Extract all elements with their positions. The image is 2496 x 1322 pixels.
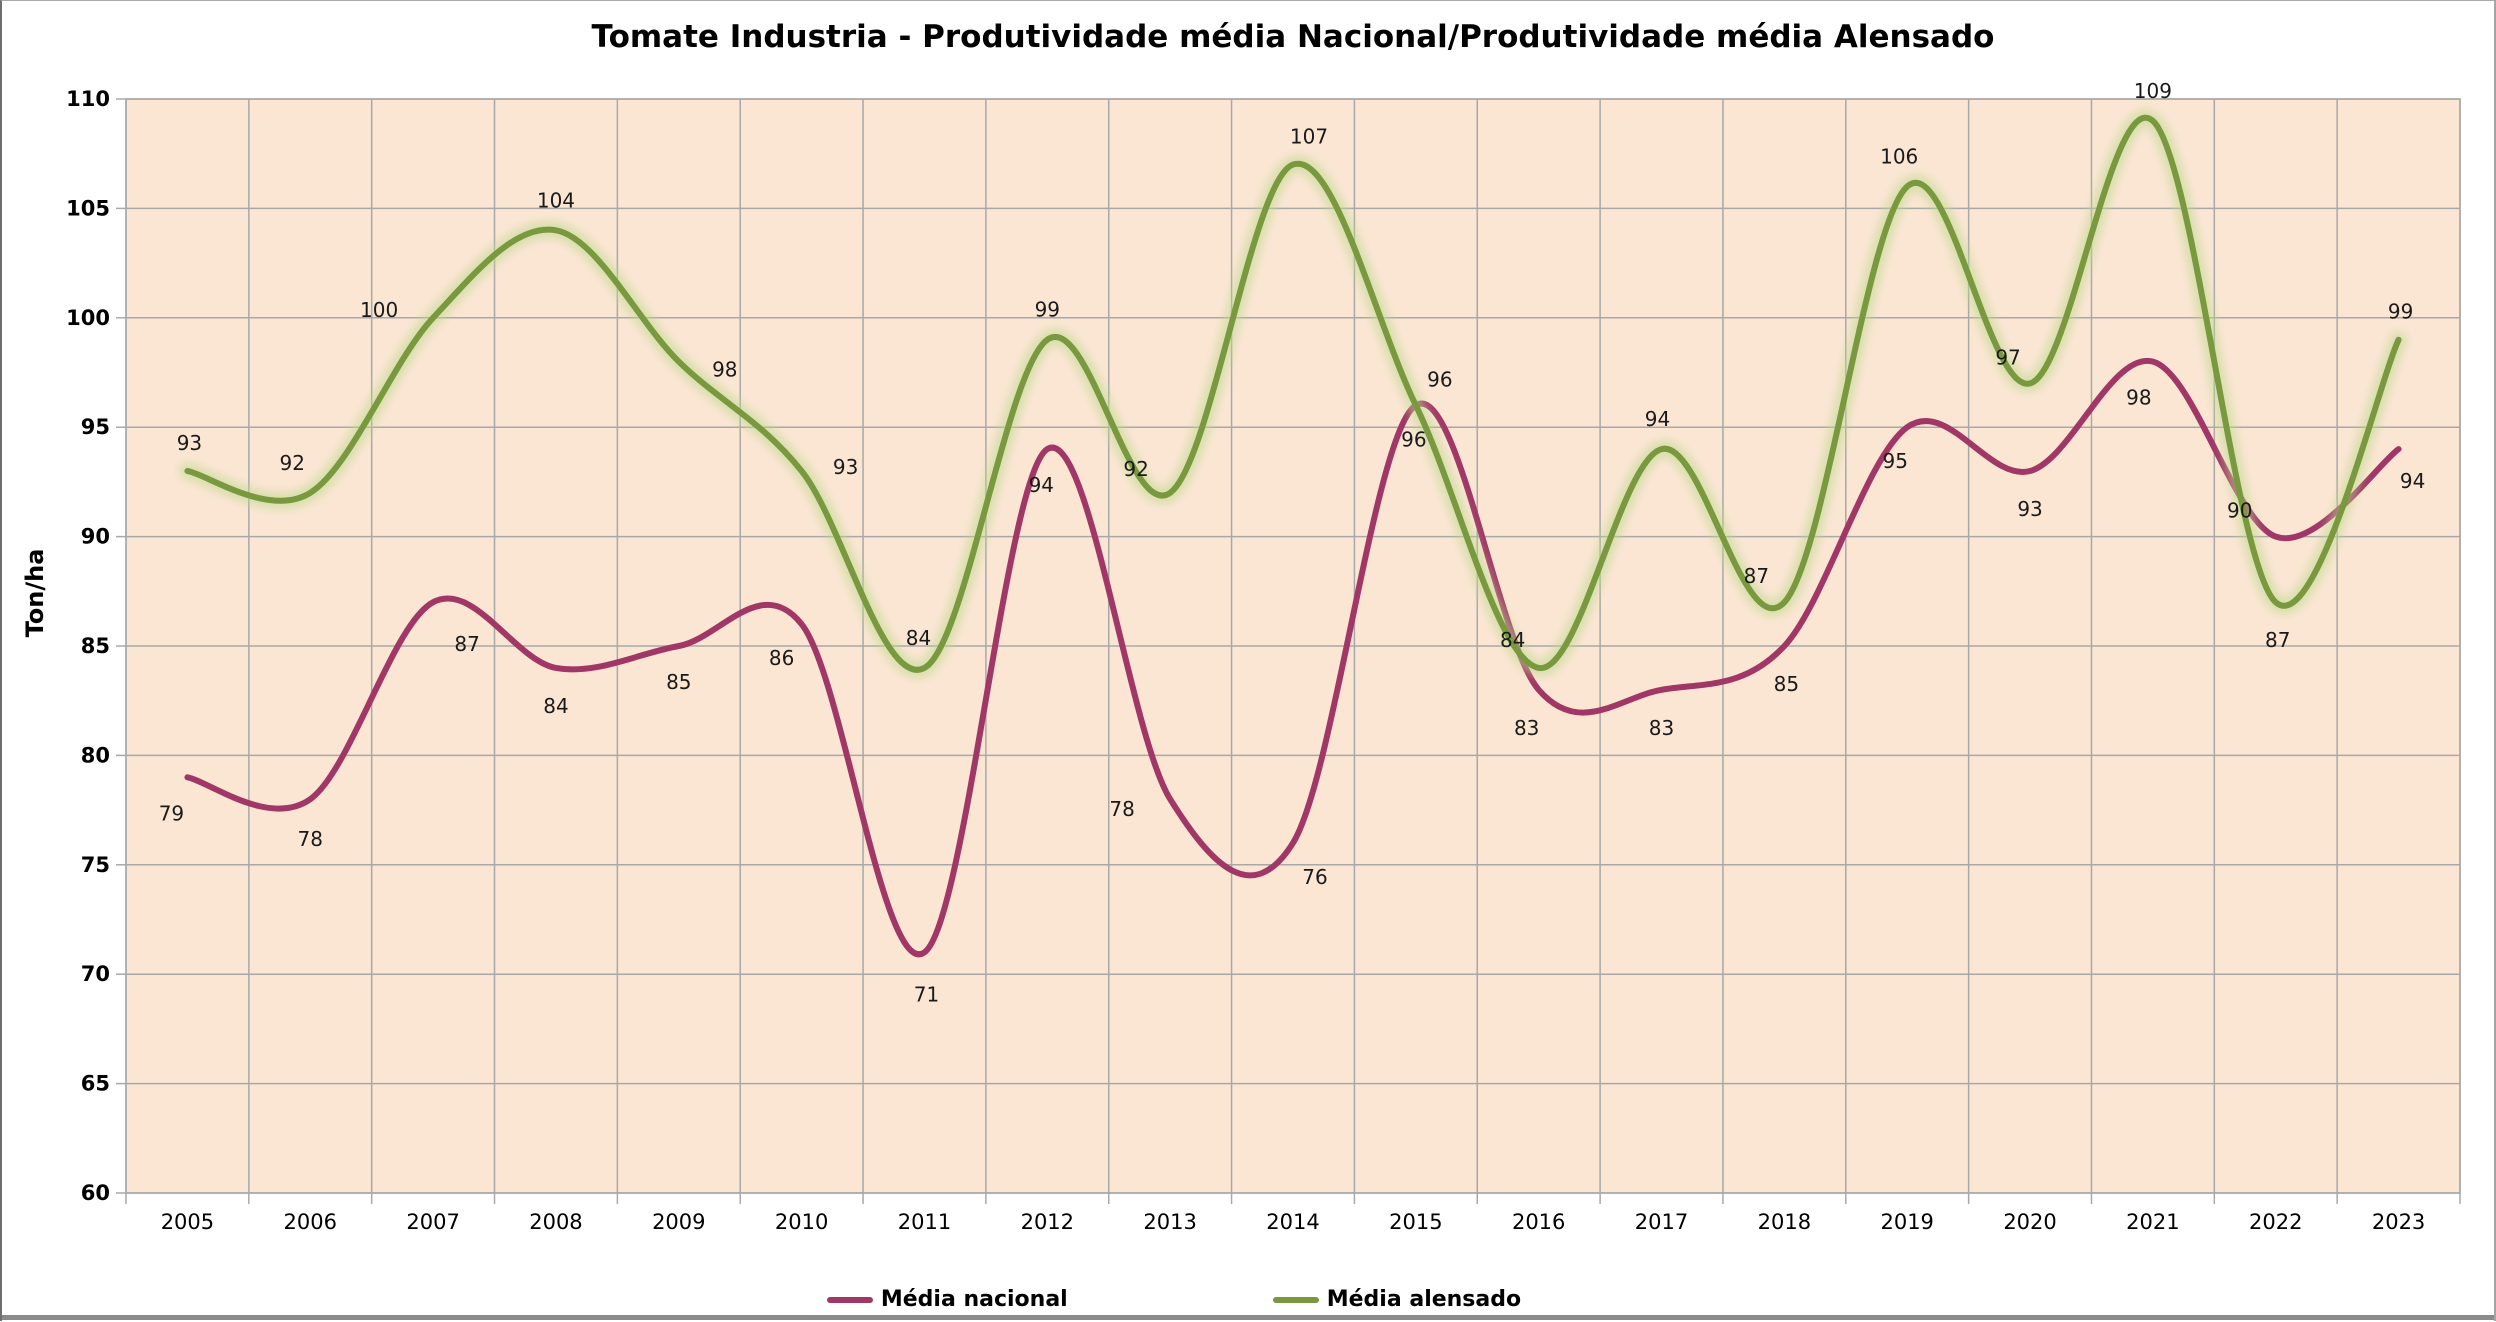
data-label-media-alensado: 106 <box>1880 145 1918 169</box>
x-axis-tick-label: 2014 <box>1266 1210 1319 1234</box>
x-axis-tick-label: 2019 <box>1880 1210 1933 1234</box>
x-axis-tick-label: 2006 <box>284 1210 337 1234</box>
data-label-media-nacional: 76 <box>1302 865 1327 889</box>
y-axis-tick-label: 95 <box>81 415 110 439</box>
data-label-media-nacional: 94 <box>1029 473 1054 497</box>
y-axis-tick-label: 85 <box>81 634 110 658</box>
x-axis-tick-label: 2012 <box>1021 1210 1074 1234</box>
x-axis-tick-label: 2015 <box>1389 1210 1442 1234</box>
data-label-media-nacional: 98 <box>2126 386 2151 410</box>
y-axis-tick-label: 80 <box>81 743 110 767</box>
data-label-media-alensado: 94 <box>1645 407 1670 431</box>
x-axis-tick-label: 2016 <box>1512 1210 1565 1234</box>
data-label-media-alensado: 93 <box>177 431 202 455</box>
y-axis-tick-label: 75 <box>81 853 110 877</box>
legend-label-media-nacional: Média nacional <box>880 1287 1068 1312</box>
x-axis-tick-label: 2013 <box>1143 1210 1196 1234</box>
x-axis-tick-label: 2009 <box>652 1210 705 1234</box>
y-axis-tick-label: 100 <box>66 306 110 330</box>
legend-swatch-media-alensado <box>1272 1296 1319 1303</box>
data-label-media-nacional: 86 <box>769 646 794 670</box>
data-label-media-alensado: 92 <box>280 451 305 475</box>
data-label-media-nacional: 78 <box>1109 797 1134 821</box>
data-label-media-alensado: 93 <box>833 455 858 479</box>
chart-title: Tomate Industria - Produtividade média N… <box>591 19 1995 55</box>
y-axis-tick-label: 90 <box>81 525 110 549</box>
data-label-media-nacional: 85 <box>1774 672 1799 696</box>
data-label-media-nacional: 85 <box>666 670 691 694</box>
x-axis-tick-label: 2007 <box>406 1210 459 1234</box>
data-label-media-nacional: 90 <box>2227 499 2252 523</box>
y-axis-title: Ton/ha <box>21 548 49 638</box>
data-label-media-nacional: 84 <box>543 694 568 718</box>
x-axis-tick-label: 2020 <box>2003 1210 2056 1234</box>
data-label-media-alensado: 109 <box>2134 79 2172 103</box>
data-label-media-alensado: 107 <box>1290 125 1328 149</box>
x-axis-tick-label: 2022 <box>2249 1210 2302 1234</box>
legend-item-media-alensado: Média alensado <box>1272 1287 1522 1312</box>
legend-item-media-nacional: Média nacional <box>826 1287 1068 1312</box>
data-label-media-nacional: 93 <box>2017 497 2042 521</box>
data-label-media-alensado: 84 <box>906 626 931 650</box>
data-label-media-nacional: 78 <box>298 827 323 851</box>
data-label-media-nacional: 71 <box>914 982 939 1006</box>
data-label-media-nacional: 94 <box>2400 469 2425 493</box>
x-axis-tick-label: 2023 <box>2372 1210 2425 1234</box>
window-bottom-edge <box>2 1315 2494 1320</box>
data-label-media-alensado: 98 <box>712 358 737 382</box>
data-label-media-nacional: 96 <box>1401 427 1426 451</box>
data-label-media-alensado: 87 <box>1744 564 1769 588</box>
y-axis-tick-label: 70 <box>81 962 110 986</box>
x-axis-tick-label: 2011 <box>898 1210 951 1234</box>
x-axis-tick-label: 2017 <box>1635 1210 1688 1234</box>
x-axis-tick-label: 2010 <box>775 1210 828 1234</box>
series-line-media-alensado <box>184 114 2402 673</box>
data-label-media-nacional: 83 <box>1514 716 1539 740</box>
x-axis-tick-label: 2018 <box>1758 1210 1811 1234</box>
data-label-media-alensado: 104 <box>537 188 575 212</box>
data-label-media-alensado: 84 <box>1500 628 1525 652</box>
y-axis-tick-label: 105 <box>66 196 110 220</box>
y-axis-tick-label: 60 <box>81 1181 110 1205</box>
x-axis-tick-label: 2008 <box>529 1210 582 1234</box>
data-label-media-alensado: 92 <box>1123 457 1148 481</box>
data-label-media-alensado: 96 <box>1427 367 1452 391</box>
data-label-media-alensado: 99 <box>1035 298 1060 322</box>
data-label-media-nacional: 83 <box>1649 716 1674 740</box>
legend-swatch-media-nacional <box>826 1296 873 1303</box>
legend-label-media-alensado: Média alensado <box>1326 1287 1522 1312</box>
data-label-media-alensado: 99 <box>2388 300 2413 324</box>
series-line-media-nacional <box>184 357 2402 958</box>
x-axis-tick-label: 2021 <box>2126 1210 2179 1234</box>
data-label-media-nacional: 79 <box>159 801 184 825</box>
data-label-media-alensado: 87 <box>2265 628 2290 652</box>
data-label-media-nacional: 95 <box>1882 449 1907 473</box>
chart-legend: Média nacional Média alensado <box>2 1287 2346 1312</box>
data-label-media-alensado: 100 <box>360 298 398 322</box>
data-label-media-alensado: 97 <box>1995 345 2020 369</box>
y-axis-tick-label: 65 <box>81 1072 110 1096</box>
y-axis-tick-label: 110 <box>66 87 110 111</box>
x-axis-tick-label: 2005 <box>161 1210 214 1234</box>
data-label-media-nacional: 87 <box>454 632 479 656</box>
